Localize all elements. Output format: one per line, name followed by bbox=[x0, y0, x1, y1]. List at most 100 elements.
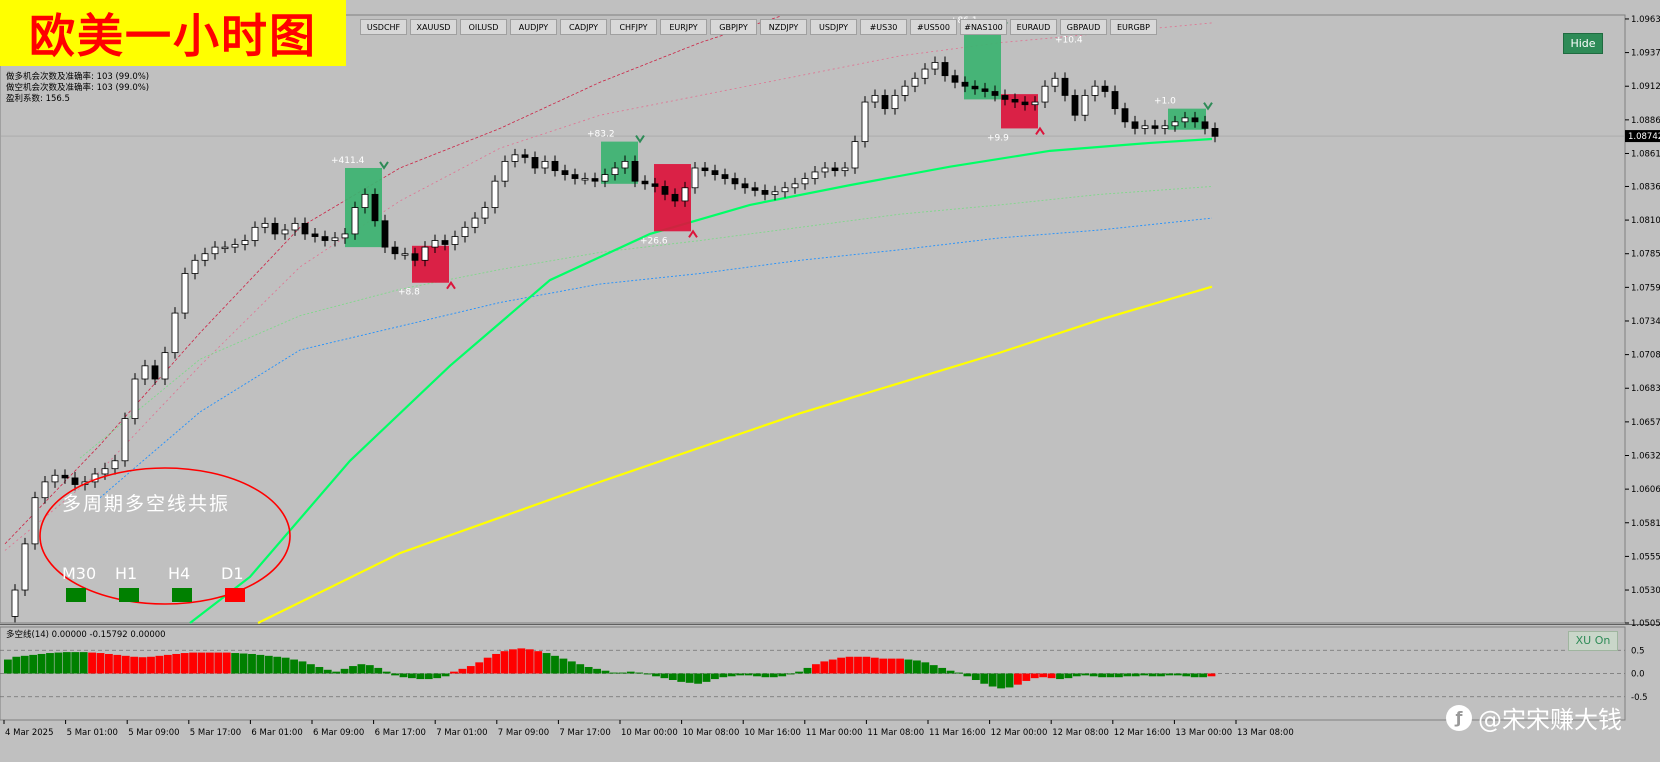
histogram-bar bbox=[1148, 673, 1157, 677]
watermark: ƒ @宋宋赚大钱 bbox=[1446, 700, 1622, 735]
symbol-tab[interactable]: GBPAUD bbox=[1060, 19, 1107, 35]
symbol-tab[interactable]: #NAS100 bbox=[960, 19, 1007, 35]
candle-body bbox=[281, 229, 289, 235]
candle-body bbox=[1071, 95, 1079, 116]
symbol-tab[interactable]: OILUSD bbox=[460, 19, 507, 35]
time-axis-label: 10 Mar 00:00 bbox=[621, 728, 678, 738]
candle-body bbox=[301, 222, 309, 235]
symbol-tab[interactable]: AUDJPY bbox=[510, 19, 557, 35]
xu-on-button[interactable]: XU On bbox=[1568, 631, 1618, 651]
histogram-bar bbox=[79, 652, 88, 674]
candle-body bbox=[871, 95, 879, 103]
candle-body bbox=[371, 193, 379, 222]
candle-body bbox=[601, 174, 609, 182]
histogram-bar bbox=[559, 658, 568, 674]
histogram-bar bbox=[273, 656, 282, 674]
symbol-tab[interactable]: CHFJPY bbox=[610, 19, 657, 35]
candle-body bbox=[401, 253, 409, 256]
price-axis-label: 1.09375 bbox=[1631, 49, 1660, 59]
time-axis-label: 6 Mar 01:00 bbox=[251, 728, 302, 738]
histogram-bar bbox=[466, 666, 475, 674]
histogram-bar bbox=[719, 673, 728, 678]
histogram-bar bbox=[862, 656, 871, 674]
candle-body bbox=[801, 178, 809, 185]
candle-body bbox=[271, 222, 279, 235]
histogram-bar bbox=[113, 654, 122, 674]
signal-profit-label: +411.4 bbox=[331, 156, 365, 166]
histogram-bar bbox=[1014, 673, 1022, 685]
histogram-bar bbox=[62, 652, 71, 674]
price-axis-label: 1.07850 bbox=[1631, 250, 1660, 260]
symbol-tab[interactable]: #US30 bbox=[860, 19, 907, 35]
candle-body bbox=[631, 160, 639, 182]
histogram-bar bbox=[786, 673, 795, 675]
candle-body bbox=[811, 171, 819, 179]
candle-body bbox=[1081, 95, 1089, 116]
symbol-tab[interactable]: CADJPY bbox=[560, 19, 607, 35]
symbol-tab[interactable]: NZDJPY bbox=[760, 19, 807, 35]
histogram-bar bbox=[239, 653, 248, 674]
symbol-tab[interactable]: EURGBP bbox=[1110, 19, 1157, 35]
resonance-period-swatch bbox=[119, 588, 139, 602]
symbol-tab[interactable]: USDCHF bbox=[360, 19, 407, 35]
candle-body bbox=[1211, 128, 1219, 137]
candle-body bbox=[1151, 125, 1159, 129]
symbol-tab[interactable]: USDJPY bbox=[810, 19, 857, 35]
candle-body bbox=[201, 253, 209, 261]
hide-button[interactable]: Hide bbox=[1563, 33, 1603, 54]
histogram-bar bbox=[37, 653, 46, 674]
time-axis-label: 5 Mar 17:00 bbox=[190, 728, 241, 738]
histogram-bar bbox=[542, 653, 551, 674]
histogram-bar bbox=[753, 673, 761, 677]
histogram-bar bbox=[138, 657, 147, 674]
candle-body bbox=[1141, 125, 1149, 129]
histogram-bar bbox=[660, 673, 669, 679]
time-axis-label: 13 Mar 08:00 bbox=[1237, 728, 1294, 738]
candle-body bbox=[181, 273, 189, 314]
candle-body bbox=[531, 157, 539, 169]
time-axis-label: 13 Mar 00:00 bbox=[1175, 728, 1232, 738]
histogram-bar bbox=[643, 673, 652, 675]
candle-body bbox=[921, 68, 929, 79]
resonance-period-swatch bbox=[66, 588, 86, 602]
histogram-bar bbox=[441, 673, 450, 677]
symbol-tab[interactable]: #US500 bbox=[910, 19, 957, 35]
symbol-tab[interactable]: XAUUSD bbox=[410, 19, 457, 35]
histogram-bar bbox=[189, 652, 197, 674]
histogram-bar bbox=[206, 652, 214, 674]
candle-body bbox=[411, 253, 419, 261]
histogram-bar bbox=[576, 664, 585, 674]
candle-body bbox=[1031, 101, 1039, 106]
histogram-bar bbox=[812, 664, 820, 674]
time-axis-label: 10 Mar 08:00 bbox=[683, 728, 740, 738]
candle-body bbox=[561, 170, 569, 175]
histogram-bar bbox=[1056, 673, 1064, 680]
candle-body bbox=[991, 91, 999, 96]
candle-body bbox=[851, 141, 859, 169]
histogram-bar bbox=[1030, 673, 1039, 679]
histogram-bar bbox=[1072, 673, 1081, 677]
histogram-bar bbox=[971, 673, 980, 681]
candle-body bbox=[671, 193, 679, 202]
histogram-bar bbox=[264, 655, 273, 674]
histogram-bar bbox=[1115, 673, 1123, 678]
symbol-tab[interactable]: EURAUD bbox=[1010, 19, 1057, 35]
candle-body bbox=[641, 180, 649, 185]
price-axis-label: 1.07085 bbox=[1631, 351, 1660, 361]
histogram-bar bbox=[105, 653, 113, 674]
histogram-bar bbox=[668, 673, 677, 681]
candle-body bbox=[71, 477, 79, 485]
candle-body bbox=[981, 88, 989, 92]
signal-profit-label: +26.6 bbox=[640, 236, 668, 246]
symbol-tab[interactable]: GBPJPY bbox=[710, 19, 757, 35]
histogram-bar bbox=[517, 648, 526, 674]
symbol-tab[interactable]: EURJPY bbox=[660, 19, 707, 35]
histogram-bar bbox=[46, 653, 54, 674]
histogram-bar bbox=[980, 673, 989, 684]
candle-body bbox=[1051, 77, 1059, 87]
histogram-bar bbox=[450, 671, 458, 674]
candle-body bbox=[381, 220, 389, 248]
candle-body bbox=[721, 174, 729, 179]
histogram-bar bbox=[887, 658, 896, 674]
histogram-bar bbox=[635, 672, 644, 674]
